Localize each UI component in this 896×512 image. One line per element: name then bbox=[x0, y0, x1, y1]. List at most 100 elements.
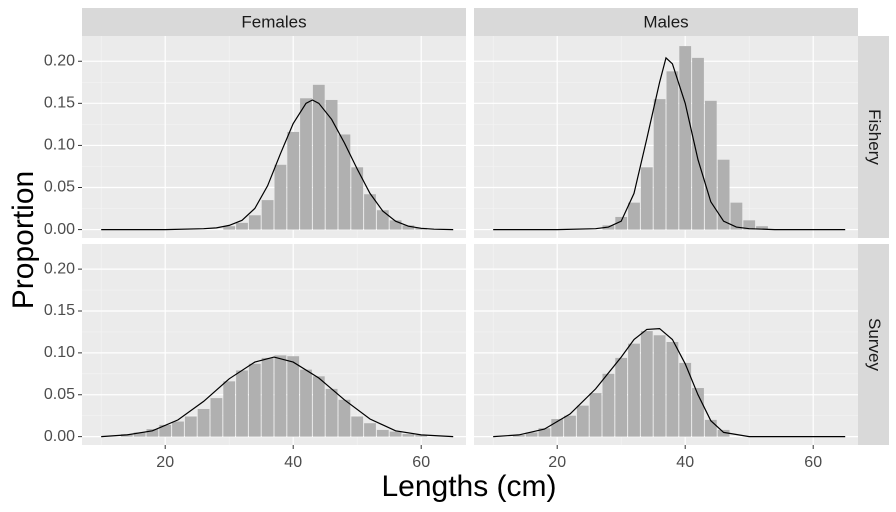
bar bbox=[223, 381, 236, 437]
y-tick-label: 0.10 bbox=[44, 137, 75, 154]
panel-background bbox=[474, 36, 858, 238]
bar bbox=[197, 408, 210, 437]
panels-layer: Females Males Fishery Survey bbox=[82, 8, 889, 445]
bar bbox=[274, 164, 287, 230]
bar bbox=[274, 355, 287, 437]
y-tick-label: 0.00 bbox=[44, 428, 75, 445]
bar bbox=[338, 399, 351, 437]
strip-fishery bbox=[858, 36, 889, 238]
panel-background bbox=[82, 244, 466, 445]
panel-males-fishery bbox=[474, 36, 858, 238]
bar bbox=[717, 159, 730, 230]
y-tick-label: 0.10 bbox=[44, 344, 75, 361]
bar bbox=[300, 369, 312, 437]
bar bbox=[666, 341, 679, 437]
x-tick-label: 20 bbox=[548, 454, 566, 471]
bar bbox=[615, 216, 628, 230]
bar bbox=[312, 84, 325, 230]
bar bbox=[146, 429, 159, 437]
bar bbox=[415, 434, 428, 437]
bar bbox=[389, 431, 402, 437]
bar bbox=[402, 225, 415, 230]
bar bbox=[589, 393, 602, 437]
bar bbox=[364, 423, 376, 437]
bar bbox=[351, 416, 364, 437]
bar bbox=[743, 220, 756, 230]
strip-label-males: Males bbox=[643, 12, 688, 31]
bar bbox=[717, 429, 730, 437]
bar bbox=[615, 357, 628, 437]
bar bbox=[210, 398, 223, 437]
bar bbox=[236, 222, 248, 230]
panel-females-survey bbox=[82, 244, 466, 445]
panel-background bbox=[474, 244, 858, 445]
bar bbox=[666, 71, 679, 230]
bar bbox=[525, 432, 538, 437]
y-tick-label: 0.15 bbox=[44, 302, 75, 319]
bar bbox=[325, 99, 338, 230]
bar bbox=[679, 362, 692, 437]
bar bbox=[564, 415, 576, 437]
bar bbox=[248, 215, 261, 230]
bar bbox=[538, 428, 551, 437]
bar bbox=[172, 421, 184, 437]
bar bbox=[376, 210, 389, 230]
panel-males-survey bbox=[474, 244, 858, 445]
bar bbox=[653, 99, 666, 230]
bar bbox=[628, 343, 640, 437]
bar bbox=[261, 200, 274, 230]
bar bbox=[364, 194, 376, 230]
bar bbox=[261, 357, 274, 437]
fitted-line bbox=[493, 327, 846, 438]
bar bbox=[287, 131, 300, 230]
strip-label-females: Females bbox=[241, 12, 306, 31]
bar bbox=[338, 134, 351, 230]
panel-females-fishery bbox=[82, 36, 466, 238]
bar bbox=[248, 363, 261, 437]
x-tick-label: 40 bbox=[676, 454, 694, 471]
bar bbox=[184, 416, 197, 437]
fitted-line bbox=[101, 99, 454, 231]
bar bbox=[389, 220, 402, 230]
bar bbox=[692, 57, 704, 230]
bar bbox=[376, 429, 389, 437]
bar bbox=[640, 167, 653, 230]
axes-layer: 0.00 0.05 0.10 0.15 0.20 0.00 0.05 0.10 0.15 0.20… bbox=[44, 52, 822, 471]
y-tick-label: 0.05 bbox=[44, 386, 75, 403]
y-axis-title: Proportion bbox=[7, 171, 40, 309]
bar bbox=[133, 432, 146, 437]
bar bbox=[628, 202, 640, 230]
strip-label-survey: Survey bbox=[865, 318, 884, 371]
strip-males bbox=[474, 8, 858, 36]
x-tick-label: 60 bbox=[412, 454, 430, 471]
bar bbox=[300, 98, 312, 230]
bar bbox=[159, 424, 172, 437]
fitted-line bbox=[493, 56, 846, 231]
bar bbox=[602, 373, 615, 437]
y-tick-label: 0.00 bbox=[44, 221, 75, 238]
panel-background bbox=[82, 36, 466, 238]
bar bbox=[640, 331, 653, 437]
bar bbox=[576, 405, 589, 437]
fitted-line bbox=[101, 356, 454, 438]
bar bbox=[512, 434, 525, 437]
bar bbox=[653, 335, 666, 437]
x-tick-label: 40 bbox=[284, 454, 302, 471]
strip-survey bbox=[858, 244, 889, 445]
y-tick-label: 0.20 bbox=[44, 52, 75, 69]
bar bbox=[402, 434, 415, 437]
bar bbox=[236, 370, 248, 437]
bar bbox=[287, 356, 300, 437]
bar bbox=[679, 46, 692, 230]
bar bbox=[730, 202, 743, 230]
bar bbox=[692, 388, 704, 437]
x-tick-label: 20 bbox=[156, 454, 174, 471]
bar bbox=[351, 167, 364, 230]
y-tick-label: 0.20 bbox=[44, 260, 75, 277]
bar bbox=[756, 226, 768, 230]
y-tick-label: 0.05 bbox=[44, 179, 75, 196]
x-axis-title: Lengths (cm) bbox=[381, 470, 556, 503]
bar bbox=[704, 100, 717, 230]
